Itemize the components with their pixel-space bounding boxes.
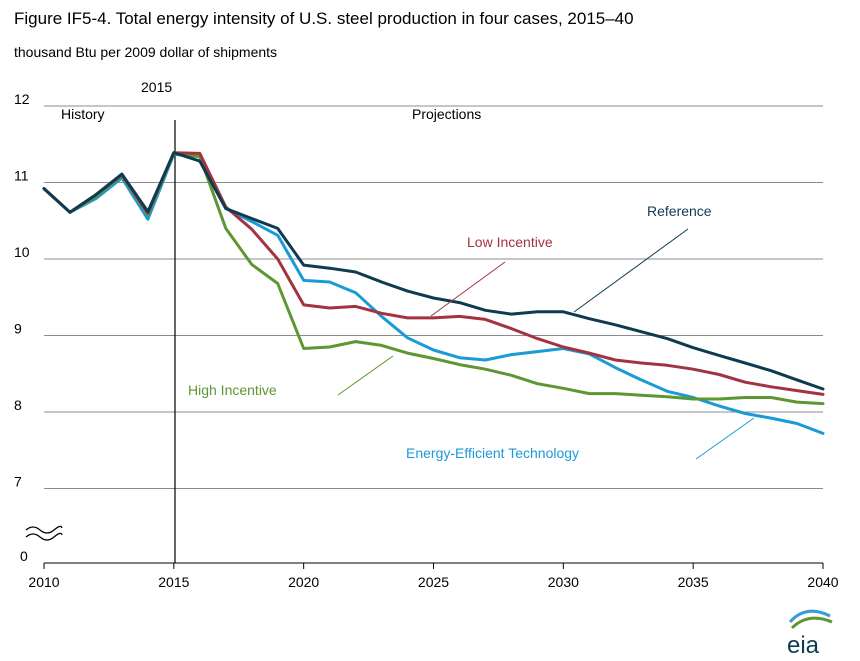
y-tick-label: 0: [20, 548, 28, 564]
series-line-reference: [42, 151, 825, 391]
high-incentive-leader-line: [337, 355, 394, 396]
series-line-high-incentive: [42, 151, 825, 406]
x-tick-label: 2010: [28, 574, 59, 590]
x-tick-label: 2040: [807, 574, 838, 590]
y-axis-unit-label: thousand Btu per 2009 dollar of shipment…: [14, 44, 278, 60]
chart-title: Figure IF5-4. Total energy intensity of …: [14, 9, 634, 28]
svg-text:eia: eia: [787, 632, 820, 659]
y-tick-label: 9: [14, 321, 22, 337]
x-tick-label: 2030: [548, 574, 579, 590]
x-tick-label: 2025: [418, 574, 449, 590]
projections-label: Projections: [412, 106, 481, 122]
y-tick-label: 12: [14, 91, 30, 107]
series-label-reference: Reference: [647, 203, 712, 219]
history-label: History: [61, 106, 105, 122]
axis-break-icon: [25, 525, 63, 541]
series-label-high-incentive: High Incentive: [188, 382, 277, 398]
y-tick-label: 11: [14, 168, 29, 184]
energy-efficient-leader-line: [695, 417, 755, 460]
x-tick-label: 2035: [678, 574, 709, 590]
y-tick-label: 7: [14, 474, 22, 490]
x-tick-label: 2020: [288, 574, 319, 590]
reference-leader-line: [573, 228, 689, 313]
series-line-energy-efficient-technology: [42, 152, 825, 435]
series-lines: [42, 151, 825, 435]
low-incentive-leader-line: [430, 261, 506, 317]
y-tick-label: 10: [14, 244, 30, 260]
gridlines: [44, 105, 823, 564]
series-label-low-incentive: Low Incentive: [467, 234, 553, 250]
x-tick-label: 2015: [158, 574, 189, 590]
series-label-energy-efficient-technology: Energy-Efficient Technology: [406, 445, 579, 461]
divider-year-label: 2015: [141, 79, 172, 95]
eia-logo: eia: [787, 609, 833, 659]
y-tick-label: 8: [14, 397, 22, 413]
